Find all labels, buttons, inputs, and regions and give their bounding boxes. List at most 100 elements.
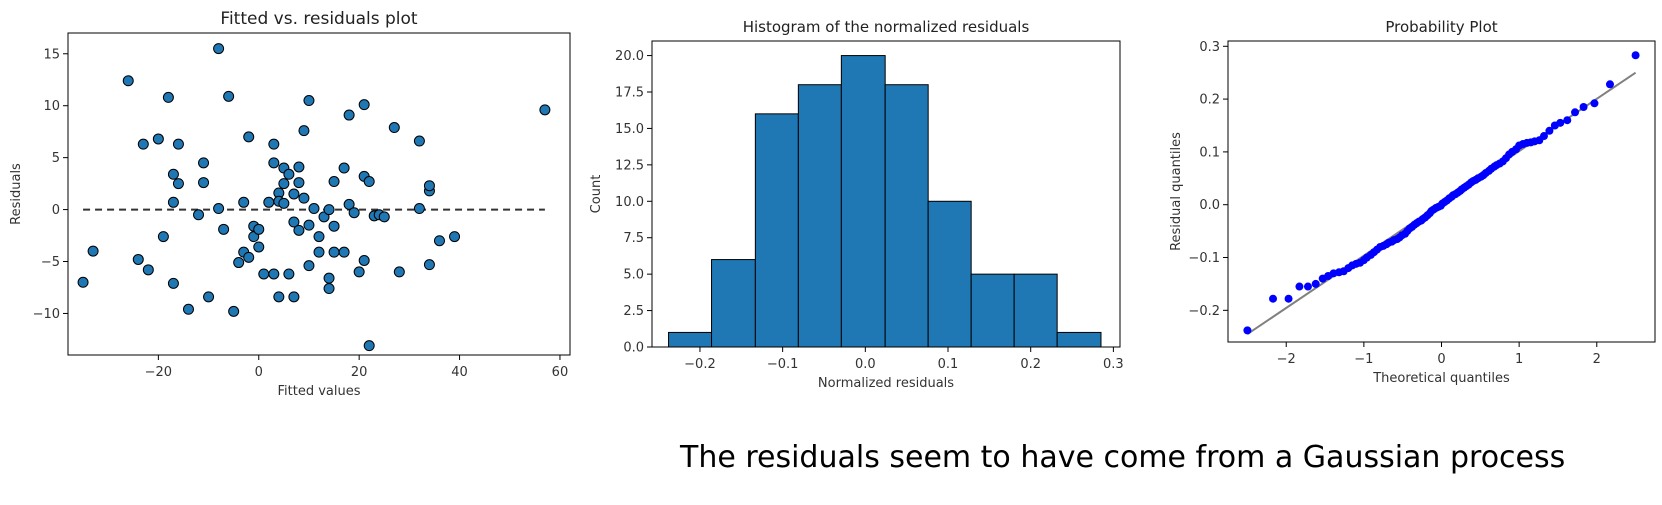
data-point [413,135,425,147]
histogram-bar [927,200,972,348]
data-point [298,192,310,204]
histogram-bar [797,84,842,348]
data-point [423,180,435,192]
x-tick-label: 0 [255,365,263,380]
y-tick-label: 15.0 [615,122,644,137]
x-tick-label: 40 [451,365,468,380]
quantile-point [1303,282,1312,291]
data-point [258,268,270,280]
histogram-bar [711,259,756,348]
probability-plot: Probability Plot −2 −1 0 1 2 −0.2 −0.1 0.0 0.1 0.2… [1169,18,1656,386]
quantile-point [1605,80,1614,89]
quantile-point [1284,294,1293,303]
x-tick-label: −20 [145,365,172,380]
data-point [449,231,461,243]
quantile-point [1571,108,1580,117]
data-point [539,104,551,116]
chart-title: Probability Plot [1385,18,1497,36]
data-point [338,162,350,174]
x-tick-label: −1 [1354,352,1373,367]
data-point [268,157,280,169]
data-point [433,235,445,247]
quantile-point [1311,279,1320,288]
histogram-bar [840,55,886,348]
y-tick-label: −0.1 [1188,251,1220,266]
y-tick-label: 2.5 [623,304,644,319]
data-point [363,176,375,188]
y-tick-label: −0.2 [1188,304,1220,319]
data-point [303,95,315,107]
x-axis-label: Fitted values [277,384,360,399]
data-point [182,303,194,315]
y-tick-label: 7.5 [623,231,644,246]
data-point [243,251,255,263]
quantile-point [1539,132,1548,141]
x-tick-label: 0.1 [938,357,959,372]
x-tick-label: 0.2 [1020,357,1041,372]
y-tick-label: 0.0 [623,341,644,356]
data-point [353,266,365,278]
data-point [308,203,320,215]
y-tick-label: 0 [52,203,60,218]
quantile-point [1631,51,1640,60]
data-point [223,90,235,102]
data-point [198,157,210,169]
quantile-point [1579,103,1588,112]
data-point [278,178,290,190]
data-point [298,125,310,137]
data-point [328,220,340,232]
data-point [132,253,144,265]
data-point [343,109,355,121]
y-axis-label: Count [589,175,604,214]
data-point [293,177,305,189]
data-point [288,291,300,303]
data-point [162,91,174,103]
data-point [228,305,240,317]
data-point [203,291,215,303]
data-point [193,209,205,221]
y-tick-label: 0.3 [1199,40,1220,55]
data-point [323,204,335,216]
data-point [303,260,315,272]
x-tick-label: −0.1 [767,357,799,372]
y-tick-label: 0.2 [1199,93,1220,108]
chart-title: Fitted vs. residuals plot [220,9,418,29]
y-tick-label: 10.0 [615,195,644,210]
data-point [313,231,325,243]
y-tick-label: 17.5 [615,86,644,101]
y-tick-label: 12.5 [615,158,644,173]
data-point [77,276,89,288]
data-point [328,246,340,258]
data-point [243,131,255,143]
data-point [283,268,295,280]
histogram-plot: Histogram of the normalized residuals −0.… [589,18,1124,391]
histogram-bar [1056,331,1102,348]
data-point [348,207,360,219]
y-tick-label: −5 [41,255,60,270]
data-point [213,203,225,215]
data-point [363,340,375,352]
histogram-bar [970,273,1015,348]
y-tick-label: 20.0 [615,49,644,64]
data-point [167,168,179,180]
x-tick-label: 1 [1515,352,1523,367]
y-axis-label: Residual quantiles [1169,132,1184,251]
x-tick-label: 60 [552,365,569,380]
y-tick-label: 5.0 [623,268,644,283]
histogram-bar [754,113,799,348]
data-point [137,138,149,150]
data-point [338,246,350,258]
data-point [323,283,335,295]
data-point [273,291,285,303]
data-point [142,264,154,276]
x-tick-label: 0.0 [855,357,876,372]
histogram-bar [1013,273,1058,348]
x-tick-label: 2 [1593,352,1601,367]
data-point [198,177,210,189]
data-point [423,259,435,271]
data-point [167,196,179,208]
data-point [288,216,300,228]
data-point [358,99,370,111]
x-tick-label: −2 [1277,352,1296,367]
quantile-point [1295,282,1304,291]
